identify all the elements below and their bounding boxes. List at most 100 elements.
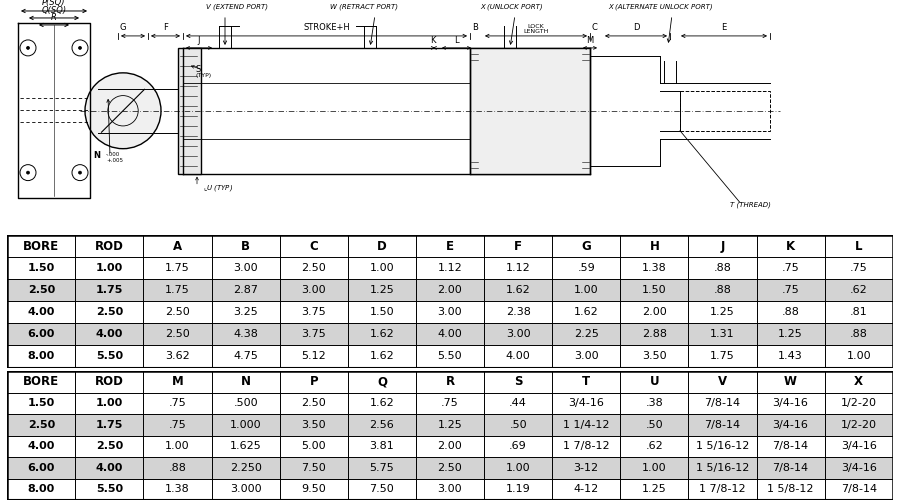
Text: .75: .75 [168, 398, 186, 408]
Text: 3.50: 3.50 [302, 420, 326, 430]
Text: 1/2-20: 1/2-20 [841, 420, 877, 430]
Text: S: S [195, 66, 200, 74]
Text: 3.75: 3.75 [302, 330, 326, 340]
Text: 4.00: 4.00 [95, 330, 123, 340]
Text: 5.00: 5.00 [302, 441, 326, 451]
Polygon shape [7, 457, 893, 478]
Text: 5.50: 5.50 [95, 484, 123, 494]
Text: C: C [310, 240, 318, 252]
Polygon shape [7, 371, 893, 392]
Text: 1 5/16-12: 1 5/16-12 [696, 463, 749, 473]
Text: .75: .75 [850, 263, 868, 273]
Text: 1.25: 1.25 [437, 420, 463, 430]
Text: P: P [310, 375, 318, 388]
Text: 3.000: 3.000 [230, 484, 261, 494]
Text: 1.62: 1.62 [506, 285, 530, 295]
Text: 1.25: 1.25 [710, 308, 735, 318]
Text: M: M [587, 36, 594, 45]
Polygon shape [7, 414, 893, 436]
Text: 7.50: 7.50 [370, 484, 394, 494]
Text: K: K [430, 36, 436, 45]
Text: 1.38: 1.38 [165, 484, 190, 494]
Text: 1.625: 1.625 [230, 441, 262, 451]
Text: P(SQ): P(SQ) [42, 0, 66, 7]
Text: 1.00: 1.00 [506, 463, 530, 473]
Text: 3.00: 3.00 [574, 352, 599, 362]
Text: W (RETRACT PORT): W (RETRACT PORT) [330, 4, 398, 10]
Text: 3.00: 3.00 [437, 308, 463, 318]
Text: 4.38: 4.38 [233, 330, 258, 340]
Polygon shape [7, 301, 893, 324]
Text: 4.00: 4.00 [28, 308, 55, 318]
Text: 2.50: 2.50 [95, 441, 123, 451]
Text: 9.50: 9.50 [302, 484, 326, 494]
Text: 1.38: 1.38 [642, 263, 667, 273]
Text: 4.00: 4.00 [95, 463, 123, 473]
Text: 6.00: 6.00 [28, 463, 55, 473]
Text: .50: .50 [509, 420, 526, 430]
Text: .75: .75 [441, 398, 459, 408]
Text: 1.000: 1.000 [230, 420, 261, 430]
Text: 4.00: 4.00 [28, 441, 55, 451]
Text: 1/2-20: 1/2-20 [841, 398, 877, 408]
Text: 6.00: 6.00 [28, 330, 55, 340]
Text: 1.19: 1.19 [506, 484, 530, 494]
Text: 1.75: 1.75 [165, 263, 190, 273]
Text: 1 7/8-12: 1 7/8-12 [562, 441, 609, 451]
Text: N: N [93, 151, 100, 160]
Text: T: T [582, 375, 590, 388]
Text: 1.00: 1.00 [95, 398, 123, 408]
Text: 2.25: 2.25 [574, 330, 599, 340]
Circle shape [85, 73, 161, 148]
Text: 1.75: 1.75 [95, 285, 123, 295]
Text: (TYP): (TYP) [195, 74, 212, 78]
Text: 3/4-16: 3/4-16 [773, 420, 808, 430]
Polygon shape [7, 279, 893, 301]
Text: .88: .88 [850, 330, 868, 340]
Polygon shape [7, 478, 893, 500]
Text: 2.87: 2.87 [233, 285, 258, 295]
Text: BORE: BORE [23, 375, 59, 388]
Text: 1 5/16-12: 1 5/16-12 [696, 441, 749, 451]
Text: X: X [854, 375, 863, 388]
Text: 7/8-14: 7/8-14 [705, 398, 741, 408]
Text: 7/8-14: 7/8-14 [772, 441, 809, 451]
Text: 1.62: 1.62 [574, 308, 599, 318]
Text: 1.43: 1.43 [778, 352, 803, 362]
Text: 4.00: 4.00 [437, 330, 463, 340]
Text: 2.50: 2.50 [437, 463, 463, 473]
Text: C: C [592, 23, 598, 32]
Text: R: R [51, 13, 57, 22]
Text: .38: .38 [645, 398, 663, 408]
Text: E: E [446, 240, 454, 252]
Text: E: E [722, 23, 726, 32]
Text: 3.81: 3.81 [370, 441, 394, 451]
Text: 1 7/8-12: 1 7/8-12 [699, 484, 746, 494]
Text: B: B [472, 23, 478, 32]
Text: 3.25: 3.25 [233, 308, 258, 318]
Text: .88: .88 [168, 463, 186, 473]
Text: 1.00: 1.00 [642, 463, 667, 473]
Text: 3.62: 3.62 [165, 352, 190, 362]
Text: 1 5/8-12: 1 5/8-12 [768, 484, 814, 494]
Text: L: L [855, 240, 862, 252]
Text: 7/8-14: 7/8-14 [841, 484, 877, 494]
Polygon shape [7, 392, 893, 414]
Text: W: W [784, 375, 797, 388]
Text: 8.00: 8.00 [28, 352, 55, 362]
Text: K: K [786, 240, 796, 252]
Text: D: D [633, 23, 639, 32]
Circle shape [26, 171, 30, 174]
Text: U: U [650, 375, 659, 388]
Text: 2.00: 2.00 [437, 441, 463, 451]
Text: D: D [377, 240, 387, 252]
Text: 3.75: 3.75 [302, 308, 326, 318]
Text: 3.00: 3.00 [437, 484, 463, 494]
Text: 2.50: 2.50 [28, 285, 55, 295]
Text: 7/8-14: 7/8-14 [772, 463, 809, 473]
Text: 2.50: 2.50 [302, 398, 326, 408]
Text: .75: .75 [168, 420, 186, 430]
Text: 5.50: 5.50 [437, 352, 463, 362]
Text: -.000: -.000 [106, 152, 121, 157]
Text: B: B [241, 240, 250, 252]
